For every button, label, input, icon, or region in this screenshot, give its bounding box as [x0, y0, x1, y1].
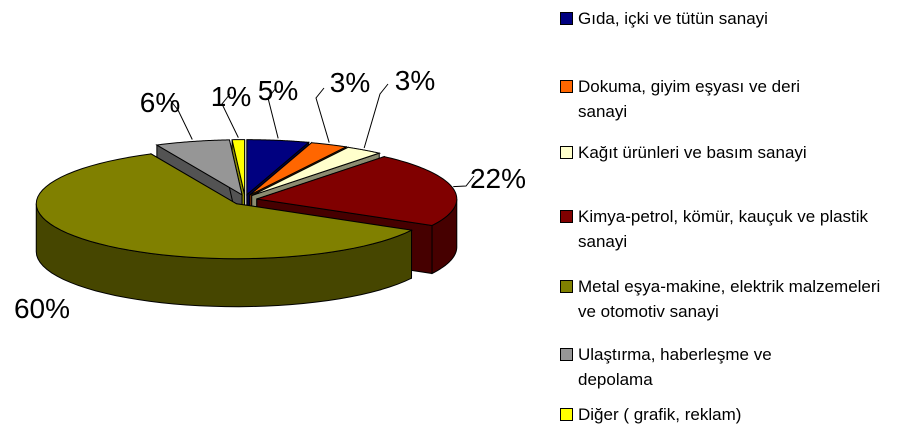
legend-item: Gıda, içki ve tütün sanayi — [560, 6, 890, 31]
legend-swatch — [560, 210, 573, 223]
slice-group — [35, 153, 414, 308]
leader-line — [315, 87, 330, 143]
leader-line — [169, 99, 193, 140]
data-label: 5% — [258, 75, 298, 106]
legend-swatch — [560, 408, 573, 421]
legend-swatch — [560, 12, 573, 25]
leader-line — [267, 87, 279, 139]
data-label: 3% — [330, 67, 370, 98]
legend-swatch — [560, 80, 573, 93]
legend-item: Metal eşya-makine, elektrik malzemeleri … — [560, 274, 890, 324]
legend-swatch — [560, 348, 573, 361]
legend-item: Kağıt ürünleri ve basım sanayi — [560, 140, 890, 165]
legend-label: Diğer ( grafik, reklam) — [578, 405, 742, 424]
slice — [246, 139, 310, 196]
data-label: 60% — [14, 293, 70, 324]
legend-label: Gıda, içki ve tütün sanayi — [578, 9, 768, 28]
legend-label: Kağıt ürünleri ve basım sanayi — [578, 143, 807, 162]
slice — [35, 153, 414, 260]
legend-label: Kimya-petrol, kömür, kauçuk ve plastik s… — [578, 207, 869, 251]
leader-line — [363, 83, 389, 149]
legend-item: Kimya-petrol, kömür, kauçuk ve plastik s… — [560, 204, 890, 254]
slice — [249, 142, 348, 196]
legend-item: Dokuma, giyim eşyası ve deri sanayi — [560, 74, 890, 124]
legend-item: Ulaştırma, haberleşme ve depolama — [560, 342, 890, 392]
data-label: 6% — [140, 87, 180, 118]
slice — [251, 146, 382, 197]
leader-line — [221, 93, 239, 138]
data-label: 1% — [211, 81, 251, 112]
slice — [256, 156, 458, 227]
legend-item: Diğer ( grafik, reklam) — [560, 402, 890, 427]
legend-label: Metal eşya-makine, elektrik malzemeleri … — [578, 277, 881, 321]
data-label: 22% — [470, 163, 526, 194]
legend-swatch — [560, 280, 573, 293]
data-label: 3% — [395, 65, 435, 96]
slice — [155, 139, 243, 196]
leader-line — [453, 175, 475, 188]
legend-label: Ulaştırma, haberleşme ve depolama — [578, 345, 772, 389]
legend-swatch — [560, 146, 573, 159]
legend-label: Dokuma, giyim eşyası ve deri sanayi — [578, 77, 801, 121]
slice — [231, 139, 246, 195]
